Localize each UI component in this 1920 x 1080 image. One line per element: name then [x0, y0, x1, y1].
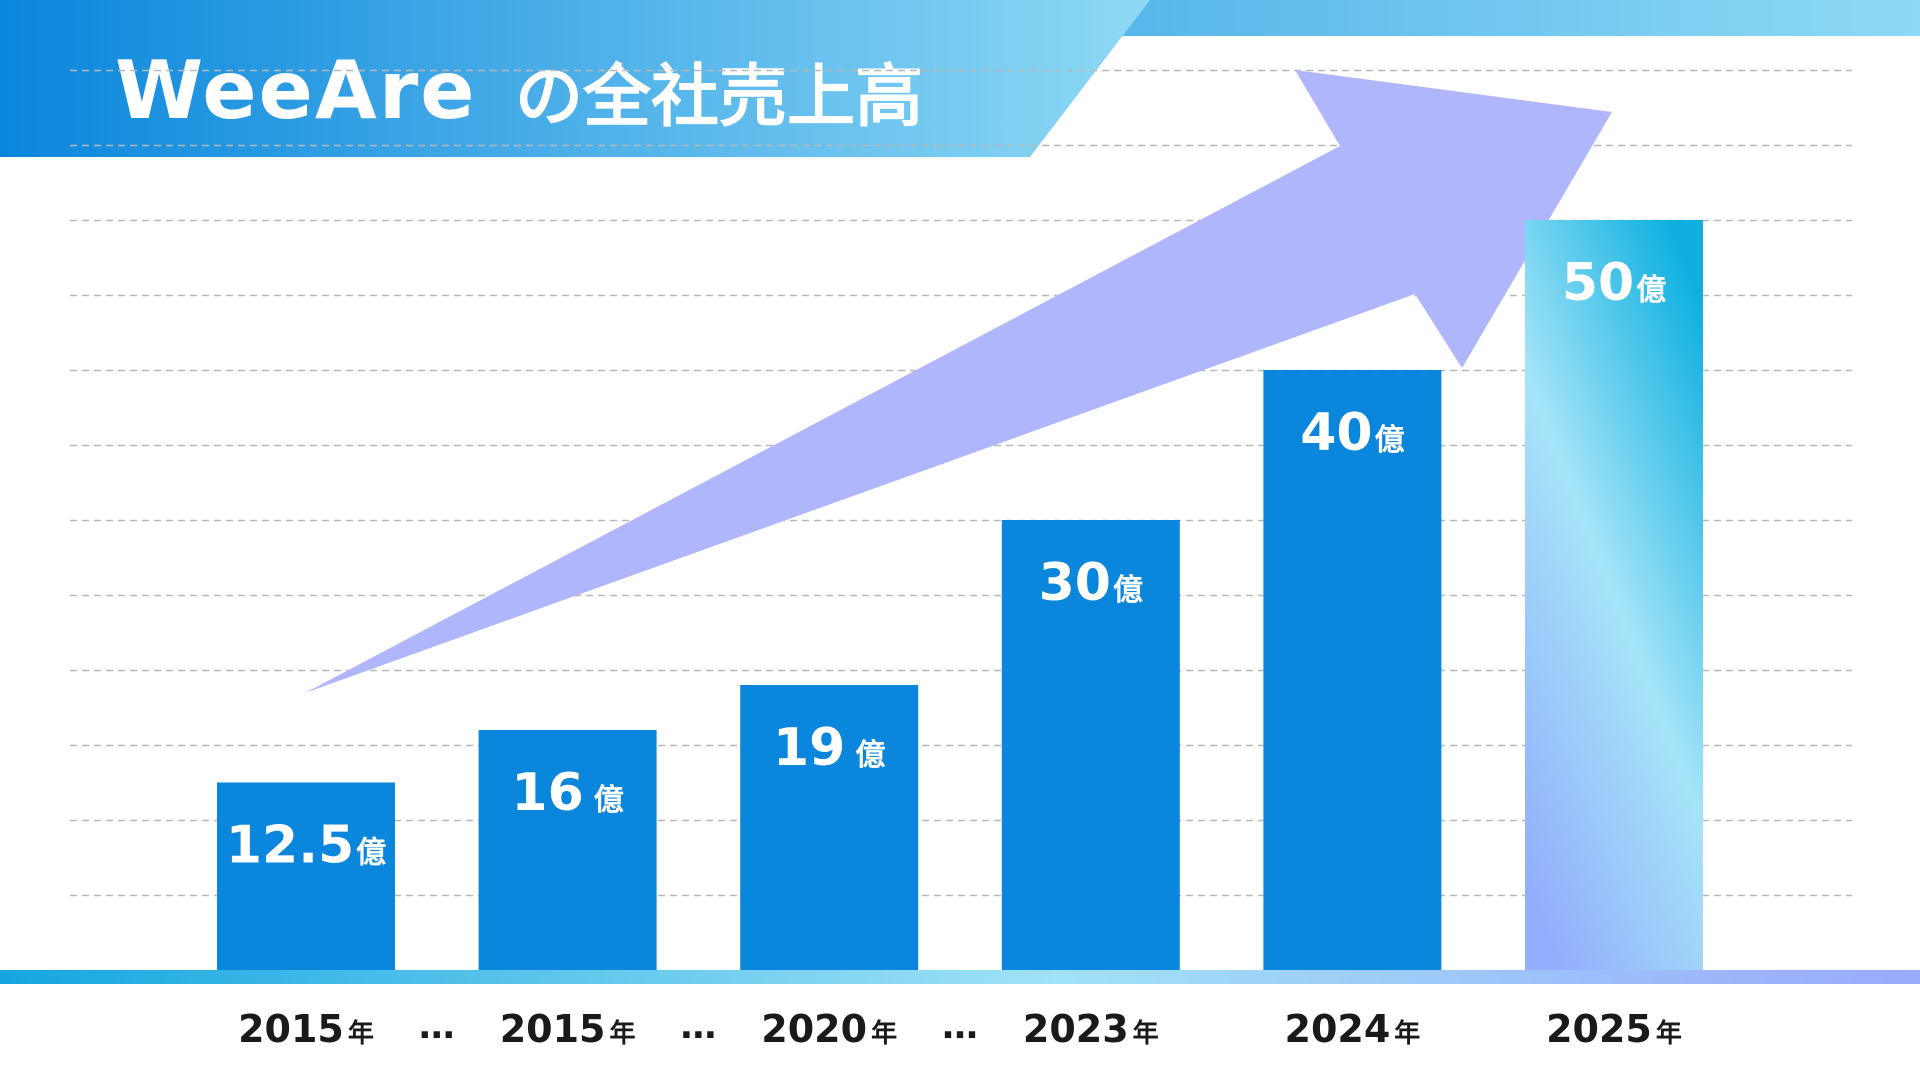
- x-tick-label: 2025 年: [1546, 1007, 1682, 1051]
- gap-marker: …: [680, 1006, 716, 1047]
- bar: [1001, 520, 1180, 972]
- growth-arrow: [305, 70, 1612, 693]
- header-band: [0, 0, 1150, 157]
- bar: [740, 685, 919, 972]
- gap-marker: …: [419, 1006, 455, 1047]
- bar-value-label: 30億: [1039, 553, 1143, 613]
- bar: [217, 782, 395, 972]
- gap-markers: … … …: [419, 1006, 978, 1047]
- x-tick-label: 2024 年: [1285, 1007, 1421, 1051]
- header-banner: WeeAre の全社売上高: [0, 0, 1920, 157]
- x-tick-label: 2023 年: [1023, 1007, 1159, 1051]
- chart-baseline: [0, 970, 1920, 984]
- brand-logo: WeeAre: [115, 44, 477, 137]
- bar: [1263, 370, 1442, 972]
- bars: [217, 220, 1703, 972]
- bar: [478, 730, 657, 972]
- bar-value-label: 16 億: [511, 763, 623, 823]
- x-tick-label: 2015 年: [238, 1007, 374, 1051]
- bar-highlighted: [1525, 220, 1703, 972]
- x-tick-label: 2015 年: [500, 1007, 636, 1051]
- bar-value-label: 40億: [1300, 403, 1404, 463]
- x-axis-labels: 2015 年 2015 年 2020 年 2023 年 2024 年 2025 年: [238, 1007, 1682, 1051]
- bar-value-label: 19 億: [773, 718, 885, 778]
- x-tick-label: 2020 年: [761, 1007, 897, 1051]
- gap-marker: …: [942, 1006, 978, 1047]
- bar-value-label: 50億: [1562, 253, 1666, 313]
- bar-value-label: 12.5億: [226, 816, 386, 876]
- bar-value-labels: 12.5億 16 億 19 億 30億 40億 50億: [226, 253, 1666, 876]
